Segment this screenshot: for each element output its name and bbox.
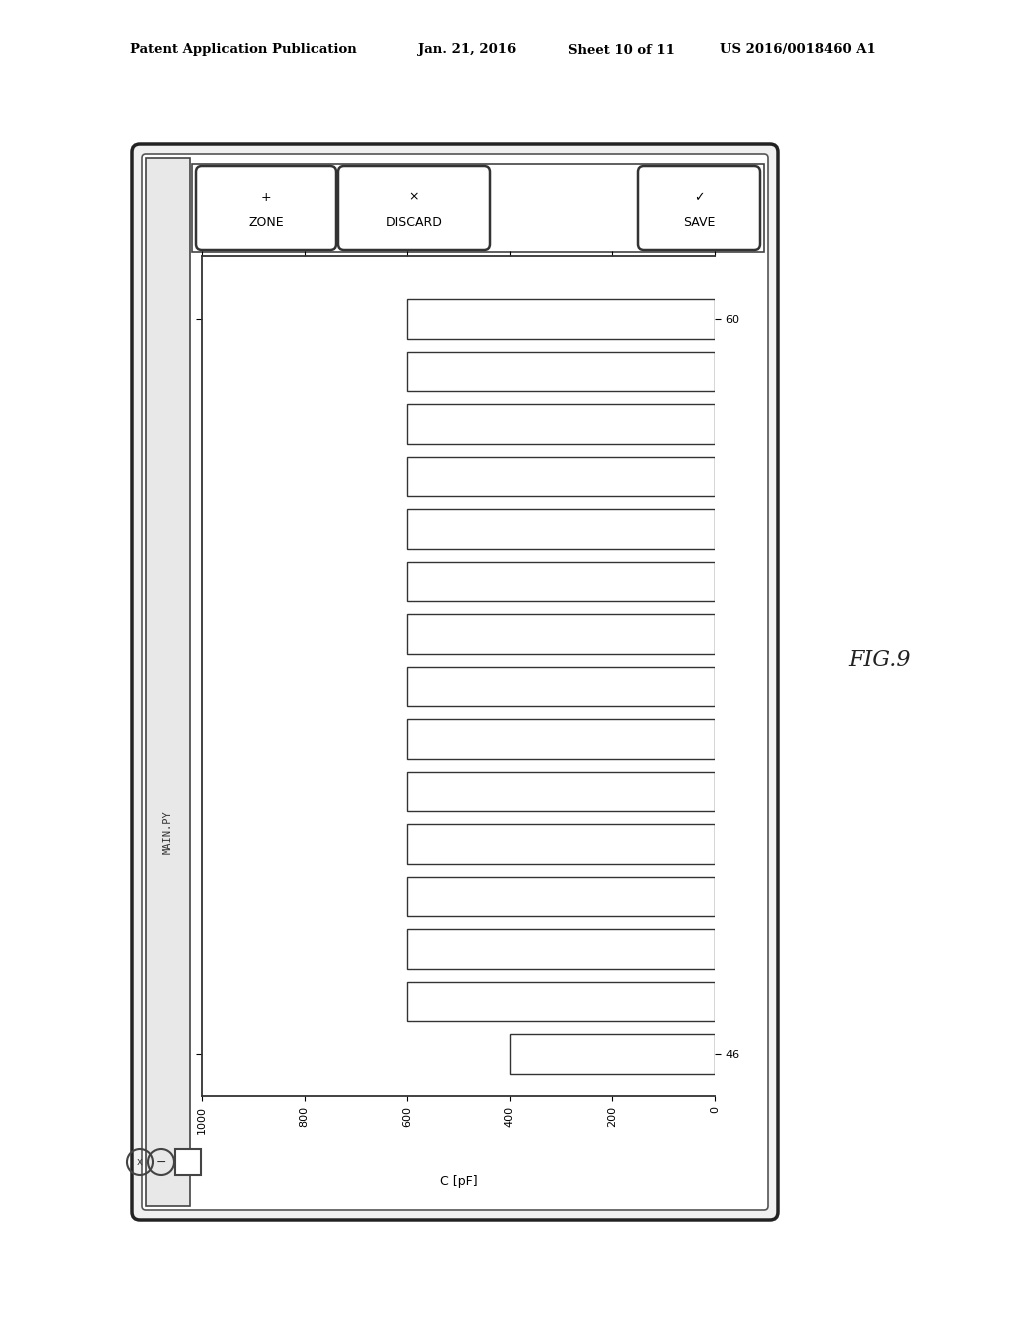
Bar	[408, 982, 715, 1022]
Text: ×: ×	[409, 190, 419, 203]
Text: Patent Application Publication: Patent Application Publication	[130, 44, 356, 57]
X-axis label: C [pF]: C [pF]	[439, 1175, 477, 1188]
Bar	[408, 719, 715, 759]
Bar	[408, 876, 715, 916]
Bar	[408, 300, 715, 339]
Text: ✓: ✓	[693, 190, 705, 203]
Bar	[510, 1035, 715, 1073]
FancyBboxPatch shape	[338, 166, 490, 249]
FancyBboxPatch shape	[196, 166, 336, 249]
Bar	[408, 352, 715, 391]
Bar	[408, 667, 715, 706]
FancyBboxPatch shape	[132, 144, 778, 1220]
Text: +: +	[261, 190, 271, 203]
FancyBboxPatch shape	[142, 154, 768, 1210]
FancyBboxPatch shape	[638, 166, 760, 249]
Bar	[408, 614, 715, 653]
Text: Sheet 10 of 11: Sheet 10 of 11	[568, 44, 675, 57]
Text: DISCARD: DISCARD	[386, 216, 442, 228]
Bar	[408, 457, 715, 496]
Bar	[408, 510, 715, 549]
Bar	[175, 1148, 201, 1175]
Bar	[408, 929, 715, 969]
Text: −: −	[156, 1155, 166, 1168]
Text: ZONE: ZONE	[248, 216, 284, 228]
Text: x: x	[137, 1158, 143, 1167]
Text: FIG.9: FIG.9	[849, 649, 911, 671]
Text: Jan. 21, 2016: Jan. 21, 2016	[418, 44, 516, 57]
Bar	[193, 164, 764, 252]
Bar	[408, 404, 715, 444]
Bar	[408, 562, 715, 601]
Text: US 2016/0018460 A1: US 2016/0018460 A1	[720, 44, 876, 57]
Bar	[408, 824, 715, 863]
Text: SAVE: SAVE	[683, 216, 715, 228]
Bar	[146, 158, 190, 1206]
Bar	[408, 772, 715, 812]
Text: MAIN.PY: MAIN.PY	[163, 810, 173, 854]
